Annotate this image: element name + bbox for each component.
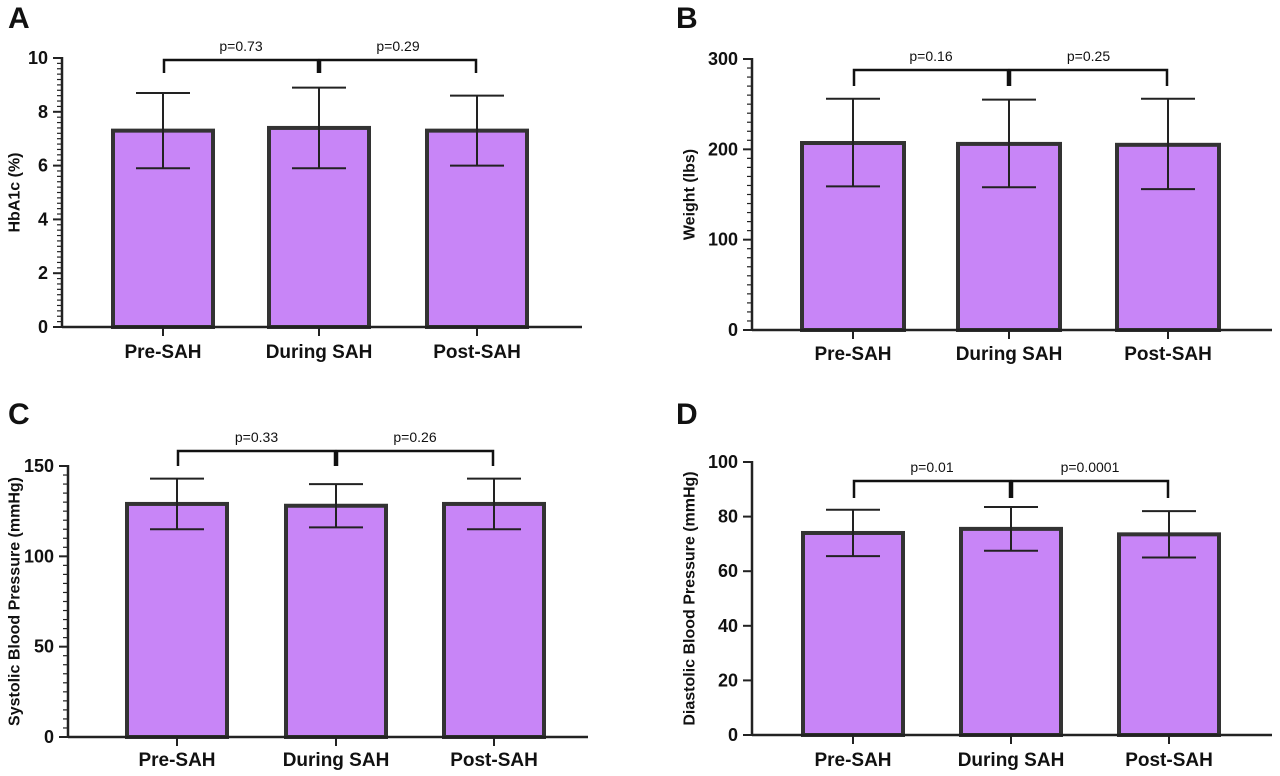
- y-axis-title: Weight (lbs): [682, 149, 699, 240]
- error-bar: [450, 94, 504, 167]
- y-axis-title: Diastolic Blood Pressure (mmHg): [682, 471, 699, 725]
- p-value-label: p=0.33: [235, 429, 278, 445]
- p-value-label: p=0.29: [376, 38, 419, 54]
- y-tick-label: 10: [28, 48, 48, 68]
- y-tick-label: 80: [718, 507, 738, 527]
- x-category-label: During SAH: [283, 750, 390, 771]
- p-value-label: p=0.01: [910, 459, 953, 475]
- bar: [801, 530, 905, 737]
- bar: [442, 501, 546, 739]
- comparison-bracket: [852, 68, 1010, 86]
- y-tick-label: 50: [34, 637, 54, 657]
- y-tick-label: 60: [718, 561, 738, 581]
- comparison-bracket: [852, 479, 1012, 498]
- comparison-bracket: [1010, 479, 1170, 498]
- y-tick-label: 6: [38, 156, 48, 176]
- y-axis-title: Systolic Blood Pressure (mmHg): [7, 477, 24, 726]
- y-tick-label: 0: [44, 727, 54, 747]
- bar: [959, 526, 1063, 738]
- error-bar: [982, 98, 1036, 189]
- error-bar: [309, 483, 363, 529]
- comparison-bracket: [318, 58, 478, 73]
- x-category-label: Pre-SAH: [814, 750, 891, 771]
- error-bar: [292, 86, 346, 170]
- error-bar: [826, 97, 880, 188]
- x-category-label: Post-SAH: [450, 750, 538, 771]
- x-category-label: During SAH: [266, 342, 373, 363]
- error-bar: [150, 477, 204, 531]
- bar: [284, 503, 388, 739]
- p-value-label: p=0.26: [393, 429, 436, 445]
- comparison-bracket: [335, 449, 495, 466]
- error-bar: [984, 506, 1038, 552]
- y-tick-label: 200: [708, 139, 738, 159]
- y-tick-label: 100: [24, 546, 54, 566]
- y-tick-label: 40: [718, 616, 738, 636]
- chart-panel-b: B Weight (lbs) 0 100 200 300 Pre-SAH During SAH…: [676, 2, 1272, 365]
- error-bar: [826, 508, 880, 558]
- p-value-label: p=0.25: [1067, 48, 1110, 64]
- x-category-label: Post-SAH: [433, 342, 521, 363]
- x-category-label: During SAH: [958, 750, 1065, 771]
- y-axis-title: HbA1c (%): [7, 152, 24, 232]
- y-tick-label: 0: [728, 725, 738, 745]
- comparison-bracket: [176, 449, 337, 466]
- panel-letter: A: [8, 2, 30, 35]
- y-tick-label: 20: [718, 670, 738, 690]
- y-tick-label: 2: [38, 263, 48, 283]
- error-bar: [1142, 510, 1196, 559]
- bar: [1117, 532, 1221, 737]
- chart-panel-a: A HbA1c (%) 0 2 4 6 8 10 Pre-SAH During SAH Post-S…: [7, 2, 582, 363]
- p-value-label: p=0.16: [909, 48, 952, 64]
- comparison-bracket: [1008, 68, 1169, 86]
- y-tick-label: 100: [708, 452, 738, 472]
- x-category-label: Pre-SAH: [124, 342, 201, 363]
- error-bar: [467, 477, 521, 531]
- x-category-label: Pre-SAH: [138, 750, 215, 771]
- comparison-bracket: [162, 58, 320, 73]
- x-category-label: Pre-SAH: [814, 344, 891, 365]
- error-bar: [136, 91, 190, 170]
- y-tick-label: 300: [708, 49, 738, 69]
- bar: [125, 501, 229, 739]
- x-category-label: Post-SAH: [1124, 344, 1212, 365]
- y-tick-label: 0: [728, 320, 738, 340]
- chart-panel-c: C Systolic Blood Pressure (mmHg) 0 50 100 150…: [7, 398, 588, 771]
- panel-letter: C: [8, 398, 30, 431]
- panel-letter: D: [676, 398, 698, 431]
- p-value-label: p=0.73: [219, 38, 262, 54]
- y-tick-label: 100: [708, 230, 738, 250]
- y-tick-label: 4: [38, 209, 48, 229]
- x-category-label: Post-SAH: [1125, 750, 1213, 771]
- y-tick-label: 8: [38, 102, 48, 122]
- y-tick-label: 150: [24, 456, 54, 476]
- x-category-label: During SAH: [956, 344, 1063, 365]
- error-bar: [1141, 97, 1195, 191]
- p-value-label: p=0.0001: [1061, 459, 1120, 475]
- chart-panel-d: D Diastolic Blood Pressure (mmHg) 0 20 40 60 8…: [676, 398, 1272, 771]
- panel-letter: B: [676, 2, 698, 35]
- y-tick-label: 0: [38, 317, 48, 337]
